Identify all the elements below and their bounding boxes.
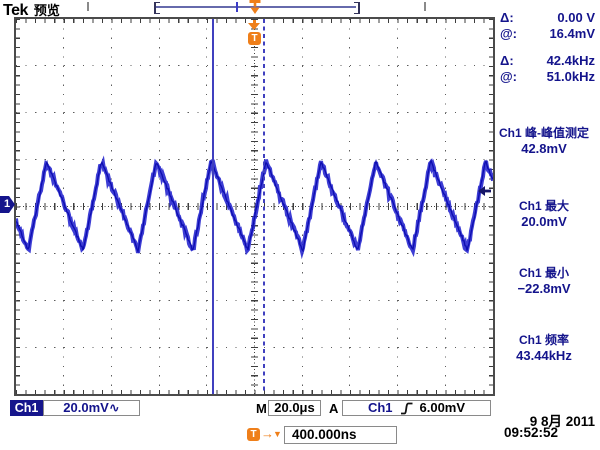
preview-mode-label: 预览: [33, 3, 60, 18]
channel1-ground-marker: 1: [0, 196, 15, 213]
trigger-position-marker: T: [248, 20, 261, 46]
triangle-down-icon: ▼: [273, 429, 282, 439]
delta-icon: Δ:: [500, 53, 514, 68]
graticule: T: [14, 17, 495, 396]
trigger-level-arrow-icon: [478, 186, 491, 196]
record-window-left-bracket: [154, 2, 160, 14]
measurement-label: Ch1 最大: [518, 199, 569, 213]
measurement-value: 42.8mV: [521, 141, 567, 156]
measurement-freq: Ch1 频率 43.44kHz: [489, 333, 599, 363]
at-icon: @:: [500, 26, 518, 41]
time-cursor-1: [212, 19, 214, 394]
record-start-tick: [87, 2, 89, 11]
trigger-source: Ch1: [367, 400, 393, 415]
record-window-right-bracket: [354, 2, 360, 14]
record-end-tick: [424, 2, 426, 11]
cursor-at-v-value: 16.4mV: [549, 26, 595, 41]
measurement-min: Ch1 最小 −22.8mV: [489, 266, 599, 296]
vertical-scale-readout: 20.0mV∿: [43, 400, 140, 416]
a-trigger-label: A: [329, 401, 339, 416]
record-cursor-tick: [236, 2, 238, 12]
trigger-arrow-stem: [253, 20, 256, 24]
cursor-at-v-row: @: 16.4mV: [500, 26, 595, 41]
measurement-value: 43.44kHz: [516, 348, 572, 363]
tek-logo: Tek: [3, 2, 28, 19]
trigger-t-badge: T: [248, 32, 261, 45]
rising-edge-icon: [400, 402, 412, 414]
main-timebase-label: M: [256, 401, 267, 416]
record-view-bar: [0, 0, 600, 16]
cursor-at-f-value: 51.0kHz: [546, 69, 595, 84]
time-cursor-2-dashed: [263, 19, 265, 394]
channel1-badge: Ch1: [10, 400, 43, 416]
arrow-right-icon: →: [261, 426, 274, 441]
cursor-delta-f-value: 42.4kHz: [546, 53, 595, 68]
measurement-pk2pk: Ch1 峰-峰值测定 42.8mV: [489, 126, 599, 156]
trigger-delay-readout: 400.000ns: [284, 426, 397, 444]
measurement-label: Ch1 频率: [518, 333, 569, 347]
measurement-label: Ch1 最小: [518, 266, 569, 280]
measurement-max: Ch1 最大 20.0mV: [489, 199, 599, 229]
delta-icon: Δ:: [500, 10, 514, 25]
at-icon: @:: [500, 69, 518, 84]
record-trigger-icon: [249, 0, 261, 14]
delay-trigger-t-badge: T: [247, 428, 260, 441]
cursor-delta-v-row: Δ: 0.00 V: [500, 10, 595, 25]
brand-row: Tek 预览: [3, 0, 60, 19]
measurement-label: Ch1 峰-峰值测定: [498, 126, 589, 140]
cursor-delta-v-value: 0.00 V: [557, 10, 595, 25]
date-display: 9 8月 2011: [529, 414, 595, 429]
timebase-readout: 20.0μs: [268, 400, 321, 416]
time-display: 09:52:52: [503, 425, 558, 440]
trigger-arrow-down-icon: [248, 23, 260, 30]
trigger-readout: Ch1 6.00mV: [342, 400, 491, 416]
record-window-line: [156, 6, 356, 8]
measurement-value: −22.8mV: [517, 281, 571, 296]
cursor-at-f-row: @: 51.0kHz: [500, 69, 595, 84]
cursor-delta-f-row: Δ: 42.4kHz: [500, 53, 595, 68]
center-horizontal-axis-ticks: [16, 203, 493, 210]
measurement-value: 20.0mV: [521, 214, 567, 229]
trigger-level-value: 6.00mV: [419, 400, 466, 415]
ch1-waveform: [16, 155, 493, 260]
